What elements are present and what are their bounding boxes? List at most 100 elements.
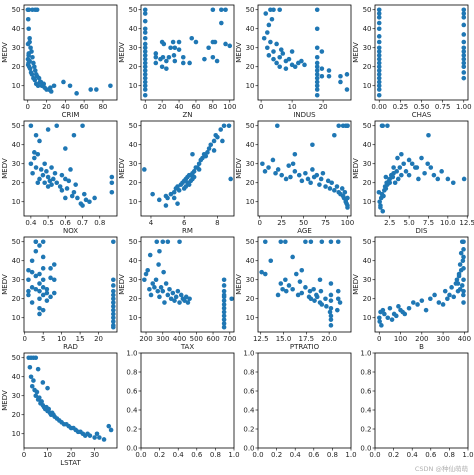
data-point [150,191,155,197]
data-point [27,66,33,71]
data-point [419,298,425,303]
data-point [33,165,39,170]
data-point [328,298,334,303]
data-point [461,277,466,283]
data-point [109,174,115,180]
data-point [165,239,171,245]
data-point [262,169,268,174]
data-point [461,45,467,51]
data-point [191,169,197,174]
y-tick-label: 10 [246,198,255,206]
y-axis-label: MEDV [352,158,360,179]
data-point [436,300,442,305]
data-point [318,288,324,294]
y-tick-label: 30 [129,160,138,168]
data-point [379,323,384,328]
data-point [171,189,177,195]
data-point [40,285,46,290]
data-point [37,243,42,248]
x-tick-label: 2.5 [384,219,395,227]
data-point [28,45,33,51]
data-point [37,311,42,317]
y-tick-label: 50 [246,238,255,246]
data-point [303,239,308,245]
y-tick-label: 40 [12,257,21,265]
data-point [33,132,39,138]
y-tick-label: 50 [12,238,21,246]
data-point [431,172,437,178]
data-point [314,79,320,85]
y-axis-label: MEDV [1,42,9,63]
y-tick-label: 10 [363,198,372,206]
x-tick-label: 600 [206,335,219,343]
data-point [303,285,308,290]
data-point [278,239,284,245]
data-point [111,307,116,313]
data-point [164,58,169,64]
data-point [411,300,416,305]
data-point [160,288,166,294]
data-point [376,11,382,16]
data-point [40,307,46,313]
y-axis-label: MEDV [235,274,243,295]
data-point [142,18,148,24]
data-point [275,123,280,129]
axes-frame [374,236,469,333]
axes-frame [257,236,352,333]
data-point [51,277,57,283]
x-axis-label: ZN [182,111,192,119]
data-point [168,296,174,302]
data-point [111,323,116,328]
data-point [324,304,329,309]
data-point [40,239,46,245]
data-point [339,186,345,191]
data-point [317,182,322,187]
data-point [262,271,268,277]
data-point [299,267,305,273]
data-point [25,16,31,22]
data-point [108,427,114,433]
y-tick-label: 0.8 [360,368,371,376]
data-point [160,239,166,245]
data-point [221,305,227,311]
data-point [142,75,148,81]
data-point [42,161,47,167]
x-tick-label: 300 [436,335,449,343]
data-point [182,298,187,303]
data-point [211,148,217,153]
data-point [319,73,325,79]
y-tick-label: 50 [246,122,255,130]
data-point [387,180,393,186]
y-tick-label: 40 [12,25,21,33]
x-tick-label: 100 [394,335,407,343]
x-tick-label: 0.4 [25,219,37,227]
data-point [327,309,333,315]
y-tick-label: 0.8 [243,368,254,376]
data-point [385,123,390,129]
x-axis-label: LSTAT [60,459,81,467]
data-point [28,123,34,129]
data-point [40,172,46,178]
data-point [142,92,148,98]
x-tick-label: 1.0 [228,451,239,459]
data-point [423,307,429,313]
data-point [376,56,382,62]
data-point [269,16,275,22]
data-point [178,292,184,298]
y-axis-label: MEDV [1,390,9,411]
data-point [314,83,320,89]
data-point [159,64,165,70]
data-point [175,201,180,206]
data-point [94,431,100,437]
data-point [40,254,46,260]
y-tick-label: 40 [363,141,372,149]
data-point [142,41,148,47]
data-point [296,172,302,178]
data-point [210,54,216,60]
y-axis-label: MEDV [235,42,243,63]
data-point [187,296,192,302]
data-point [142,79,148,85]
data-point [345,205,350,210]
data-point [450,180,456,186]
y-tick-label: 1.0 [126,349,137,357]
